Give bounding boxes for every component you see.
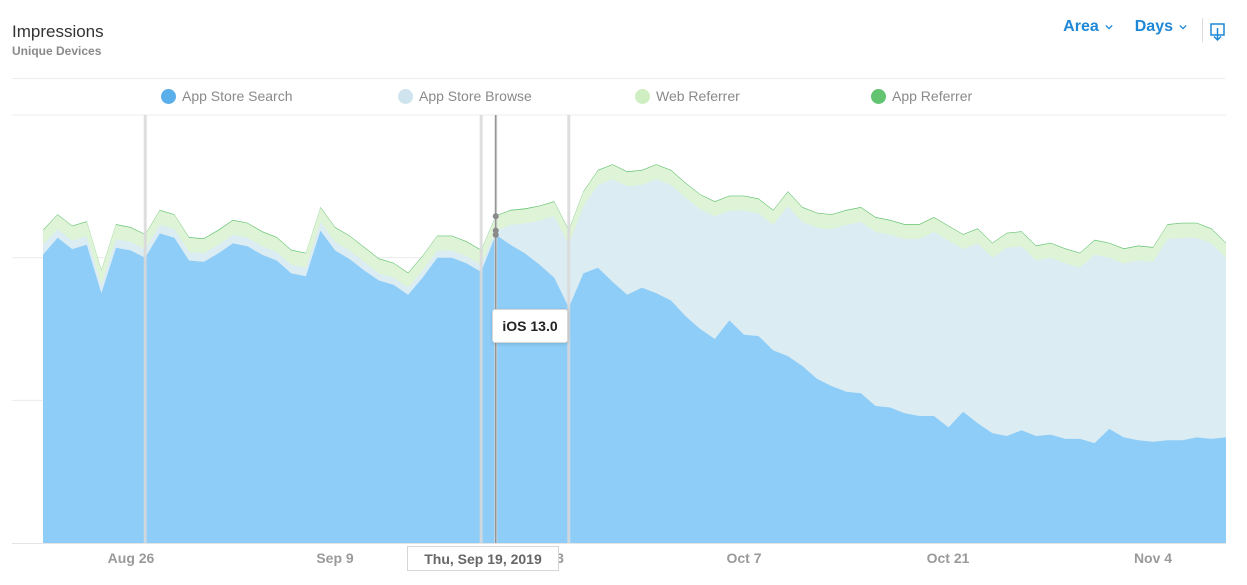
annotation-tooltip: iOS 13.0	[492, 309, 568, 343]
hover-point	[492, 227, 499, 234]
toolbar-divider	[1202, 18, 1203, 42]
download-icon[interactable]	[1209, 22, 1227, 42]
legend-swatch	[398, 88, 413, 104]
legend-item-app-store-search[interactable]: App Store Search	[161, 88, 293, 104]
hover-date-badge: Thu, Sep 19, 2019	[407, 546, 559, 571]
legend-swatch	[635, 88, 650, 104]
chevron-down-icon	[1179, 24, 1187, 30]
interval-label: Days	[1134, 18, 1173, 35]
legend-item-app-store-browse[interactable]: App Store Browse	[398, 88, 532, 104]
interval-dropdown[interactable]: Days	[1135, 18, 1187, 36]
page-title: Impressions	[12, 22, 104, 41]
header-divider	[12, 78, 1225, 79]
legend-swatch	[161, 88, 176, 104]
legend-swatch	[871, 88, 886, 104]
chart-legend: App Store Search App Store Browse Web Re…	[0, 88, 1247, 108]
legend-label: App Referrer	[892, 88, 973, 104]
chart-controls: Area Days	[1063, 18, 1187, 36]
legend-item-app-referrer[interactable]: App Referrer	[871, 88, 972, 104]
x-tick-label: Aug 26	[107, 550, 155, 566]
legend-label: App Store Search	[182, 88, 293, 104]
chart-type-label: Area	[1063, 18, 1099, 35]
x-tick-label-partial: 3	[556, 550, 564, 566]
chevron-down-icon	[1105, 24, 1113, 30]
x-tick-label: Nov 4	[1133, 550, 1173, 566]
hover-point	[492, 213, 499, 220]
legend-item-web-referrer[interactable]: Web Referrer	[635, 88, 740, 104]
legend-label: Web Referrer	[656, 88, 740, 104]
chart-type-dropdown[interactable]: Area	[1063, 18, 1113, 36]
area-series-app-store-search	[43, 230, 1226, 543]
legend-label: App Store Browse	[419, 88, 532, 104]
hover-point	[492, 231, 499, 238]
x-tick-label: Sep 9	[316, 550, 354, 566]
x-tick-label: Oct 7	[726, 550, 762, 566]
x-tick-label: Oct 21	[926, 550, 970, 566]
page-subtitle: Unique Devices	[12, 44, 102, 58]
